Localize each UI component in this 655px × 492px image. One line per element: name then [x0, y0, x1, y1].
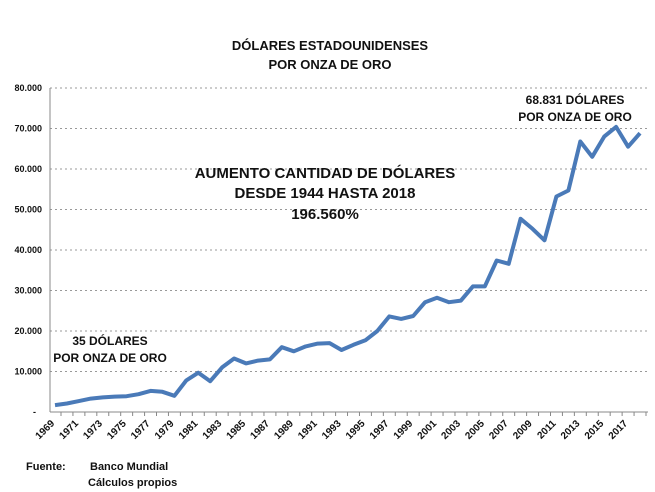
y-tick-label: 70.000: [14, 124, 42, 134]
annotation-start-line-2: POR ONZA DE ORO: [53, 351, 167, 365]
x-tick-label: 2009: [511, 418, 535, 442]
annotation-end-line-1: 68.831 DÓLARES: [526, 92, 625, 107]
x-tick-label: 2005: [463, 418, 487, 442]
annotation-center-line-2: DESDE 1944 HASTA 2018: [235, 185, 416, 202]
x-tick-label: 2017: [607, 418, 631, 442]
annotation-center-line-3: 196.560%: [291, 206, 359, 223]
y-tick-label: 60.000: [14, 164, 42, 174]
x-tick-label: 1995: [344, 418, 368, 442]
y-tick-label: 30.000: [14, 286, 42, 296]
y-tick-label: 50.000: [14, 205, 42, 215]
x-tick-label: 1983: [201, 418, 225, 442]
x-axis: 1969 1971 1973 1975 1977 1979 1981 1983 1985 1987…: [34, 411, 648, 442]
x-tick-label: 1985: [225, 418, 249, 442]
x-tick-label: 1997: [368, 418, 392, 442]
y-tick-label: 20.000: [14, 326, 42, 336]
y-tick-label: -: [33, 407, 36, 417]
x-tick-label: 1993: [320, 418, 344, 442]
x-tick-label: 1999: [392, 418, 416, 442]
y-axis: - 10.000 20.000 30.000 40.000 50.000 60.000 70.…: [14, 83, 51, 417]
x-tick-label: 2007: [487, 418, 511, 442]
footer-source-label: Fuente:: [26, 461, 66, 473]
x-tick-label: 1969: [34, 418, 58, 442]
chart-title-line-2: POR ONZA DE ORO: [268, 57, 391, 72]
series-line: [54, 124, 642, 408]
series-points: [54, 126, 641, 406]
x-tick-label: 2013: [559, 418, 583, 442]
x-tick-label: 1987: [249, 418, 273, 442]
x-tick-label: 2003: [440, 418, 464, 442]
y-tick-label: 10.000: [14, 367, 42, 377]
footer-source-2: Cálculos propios: [88, 477, 177, 489]
x-tick-label: 1975: [105, 418, 129, 442]
annotation-end-line-2: POR ONZA DE ORO: [518, 110, 632, 124]
x-tick-label: 1977: [129, 418, 153, 442]
x-tick-label: 2015: [583, 418, 607, 442]
x-tick-label: 2011: [535, 418, 558, 441]
x-tick-label: 1971: [57, 418, 81, 442]
chart-title-line-1: DÓLARES ESTADOUNIDENSES: [232, 38, 429, 53]
gridlines: [50, 87, 648, 372]
annotation-center-line-1: AUMENTO CANTIDAD DE DÓLARES: [195, 164, 456, 182]
x-tick-label: 1991: [296, 418, 320, 442]
footer-source-1: Banco Mundial: [90, 461, 168, 473]
x-tick-label: 1989: [272, 418, 296, 442]
x-tick-label: 1979: [153, 418, 177, 442]
x-tick-label: 2001: [416, 418, 440, 442]
x-tick-label: 1973: [81, 418, 105, 442]
x-tick-label: 1981: [177, 418, 201, 442]
y-tick-label: 80.000: [14, 83, 42, 93]
y-tick-label: 40.000: [14, 245, 42, 255]
annotation-start-line-1: 35 DÓLARES: [72, 333, 147, 348]
